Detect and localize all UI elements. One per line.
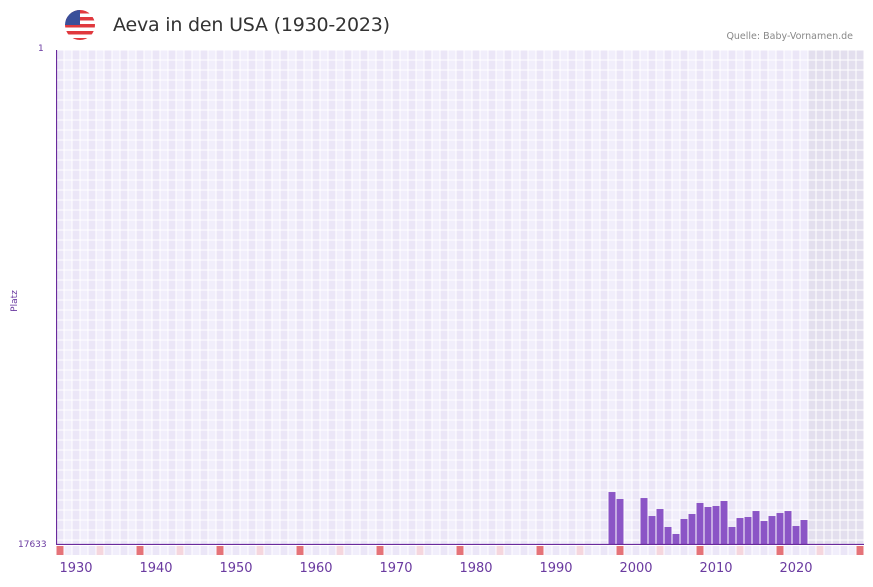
bar-2014	[744, 517, 752, 545]
y-top-label: 1	[38, 44, 44, 54]
bar-2007	[688, 514, 696, 545]
bar-2019	[784, 511, 792, 545]
bar-2017	[768, 516, 776, 545]
bar-2006	[680, 519, 688, 545]
source-label: Quelle: Baby-Vornamen.de	[726, 31, 853, 42]
x-tick-1980: 1980	[459, 561, 493, 576]
x-tick-1960: 1960	[299, 561, 333, 576]
bar-2020	[792, 526, 800, 545]
y-bottom-label: 17633	[18, 540, 47, 550]
bar-2004	[664, 527, 672, 545]
bar-1998	[616, 499, 624, 545]
bar-2011	[720, 501, 728, 545]
bar-2012	[728, 527, 736, 545]
bar-2002	[648, 516, 656, 545]
x-tick-2020: 2020	[779, 561, 813, 576]
bar-2013	[736, 518, 744, 545]
x-tick-1970: 1970	[379, 561, 413, 576]
bar-2001	[640, 498, 648, 545]
bar-2010	[712, 506, 720, 545]
chart-title: Aeva in den USA (1930-2023)	[113, 14, 390, 36]
plot-area	[56, 50, 864, 545]
bar-2016	[760, 521, 768, 545]
bar-2009	[704, 507, 712, 545]
bar-2003	[656, 509, 664, 545]
us-flag-icon	[65, 10, 95, 40]
bar-2008	[696, 503, 704, 545]
x-tick-1990: 1990	[539, 561, 573, 576]
year-markers	[56, 546, 864, 555]
bar-2018	[776, 513, 784, 545]
bar-1997	[608, 492, 616, 545]
bar-2005	[672, 533, 680, 545]
x-tick-2000: 2000	[619, 561, 653, 576]
bar-2015	[752, 511, 760, 545]
bar-2021	[800, 520, 808, 545]
x-tick-1940: 1940	[139, 561, 173, 576]
x-tick-2010: 2010	[699, 561, 733, 576]
x-tick-1930: 1930	[59, 561, 93, 576]
x-tick-1950: 1950	[219, 561, 253, 576]
y-axis-title: Platz	[9, 290, 20, 312]
